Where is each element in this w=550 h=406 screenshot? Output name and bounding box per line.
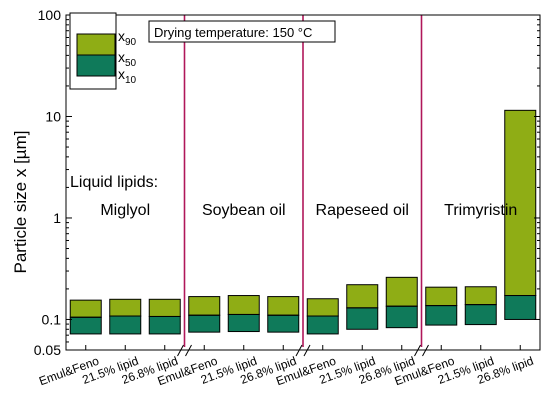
bar-x50 — [306, 315, 339, 335]
legend-swatch-x50 — [76, 54, 116, 77]
y-tick-label: 1 — [53, 210, 61, 226]
group-label: Trimyristin — [444, 202, 517, 219]
bar-x90 — [306, 298, 339, 317]
bar-x90 — [346, 284, 379, 309]
bar-x50 — [346, 307, 379, 330]
group-label: Soybean oil — [202, 202, 286, 219]
bar-x50 — [504, 295, 537, 320]
bar-x50 — [227, 313, 260, 333]
bar-x90 — [188, 296, 221, 316]
y-axis-label: Particle size x [µm] — [11, 131, 30, 274]
bar-x90 — [69, 299, 102, 318]
bar-x90 — [504, 109, 537, 297]
bar-x50 — [188, 314, 221, 333]
bar-x90 — [425, 286, 458, 307]
legend-label-x10: x10 — [118, 66, 137, 86]
bar-x90 — [267, 296, 300, 316]
side-label: Liquid lipids: — [70, 174, 158, 191]
bar-x90 — [109, 298, 142, 317]
bar-x50 — [109, 315, 142, 335]
legend-label-x50: x50 — [118, 49, 137, 69]
group-label: Rapeseed oil — [316, 202, 409, 219]
bar-x50 — [267, 314, 300, 333]
bar-x50 — [425, 305, 458, 326]
bar-x50 — [385, 305, 418, 329]
legend-label-x90: x90 — [118, 28, 137, 48]
bar-x90 — [227, 295, 260, 315]
group-label: Miglyol — [100, 202, 150, 219]
legend: x90 x50 x10 — [69, 12, 137, 90]
annotation-box — [148, 20, 336, 43]
plot-frame — [65, 14, 541, 351]
annotation-text: Drying temperature: 150 °C — [154, 25, 312, 40]
bar-x50 — [148, 315, 181, 335]
bar-x90 — [464, 286, 497, 306]
y-tick-label: 10 — [45, 108, 61, 124]
bar-x90 — [385, 276, 418, 307]
legend-swatch-x90 — [76, 33, 116, 56]
y-tick-label: 0.05 — [34, 342, 61, 358]
bar-x90 — [148, 298, 181, 317]
bar-x50 — [69, 316, 102, 335]
y-tick-label: 100 — [38, 7, 62, 23]
y-tick-label: 0.1 — [42, 311, 62, 327]
bar-x50 — [464, 304, 497, 326]
